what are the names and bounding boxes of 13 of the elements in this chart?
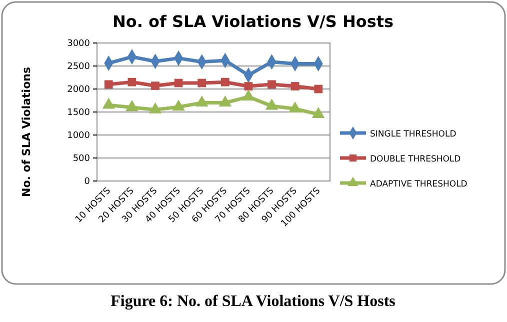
y-axis-title: No. of SLA Violations bbox=[20, 66, 33, 198]
y-tick-label: 2500 bbox=[67, 62, 90, 72]
chart-title: No. of SLA Violations V/S Hosts bbox=[112, 12, 394, 31]
y-tick-label: 3000 bbox=[67, 38, 90, 49]
legend-label: DOUBLE THRESHOLD bbox=[370, 154, 462, 164]
legend-label: SINGLE THRESHOLD bbox=[370, 130, 457, 140]
y-tick-label: 1000 bbox=[67, 130, 90, 141]
caption: Figure 6: No. of SLA Violations V/S Hosts bbox=[110, 293, 396, 310]
y-tick-label: 1500 bbox=[67, 108, 90, 118]
y-tick-label: 0 bbox=[84, 176, 90, 187]
y-tick-label: 500 bbox=[72, 154, 90, 164]
y-tick-label: 2000 bbox=[67, 84, 90, 95]
legend-label: ADAPTIVE THRESHOLD bbox=[370, 180, 468, 190]
